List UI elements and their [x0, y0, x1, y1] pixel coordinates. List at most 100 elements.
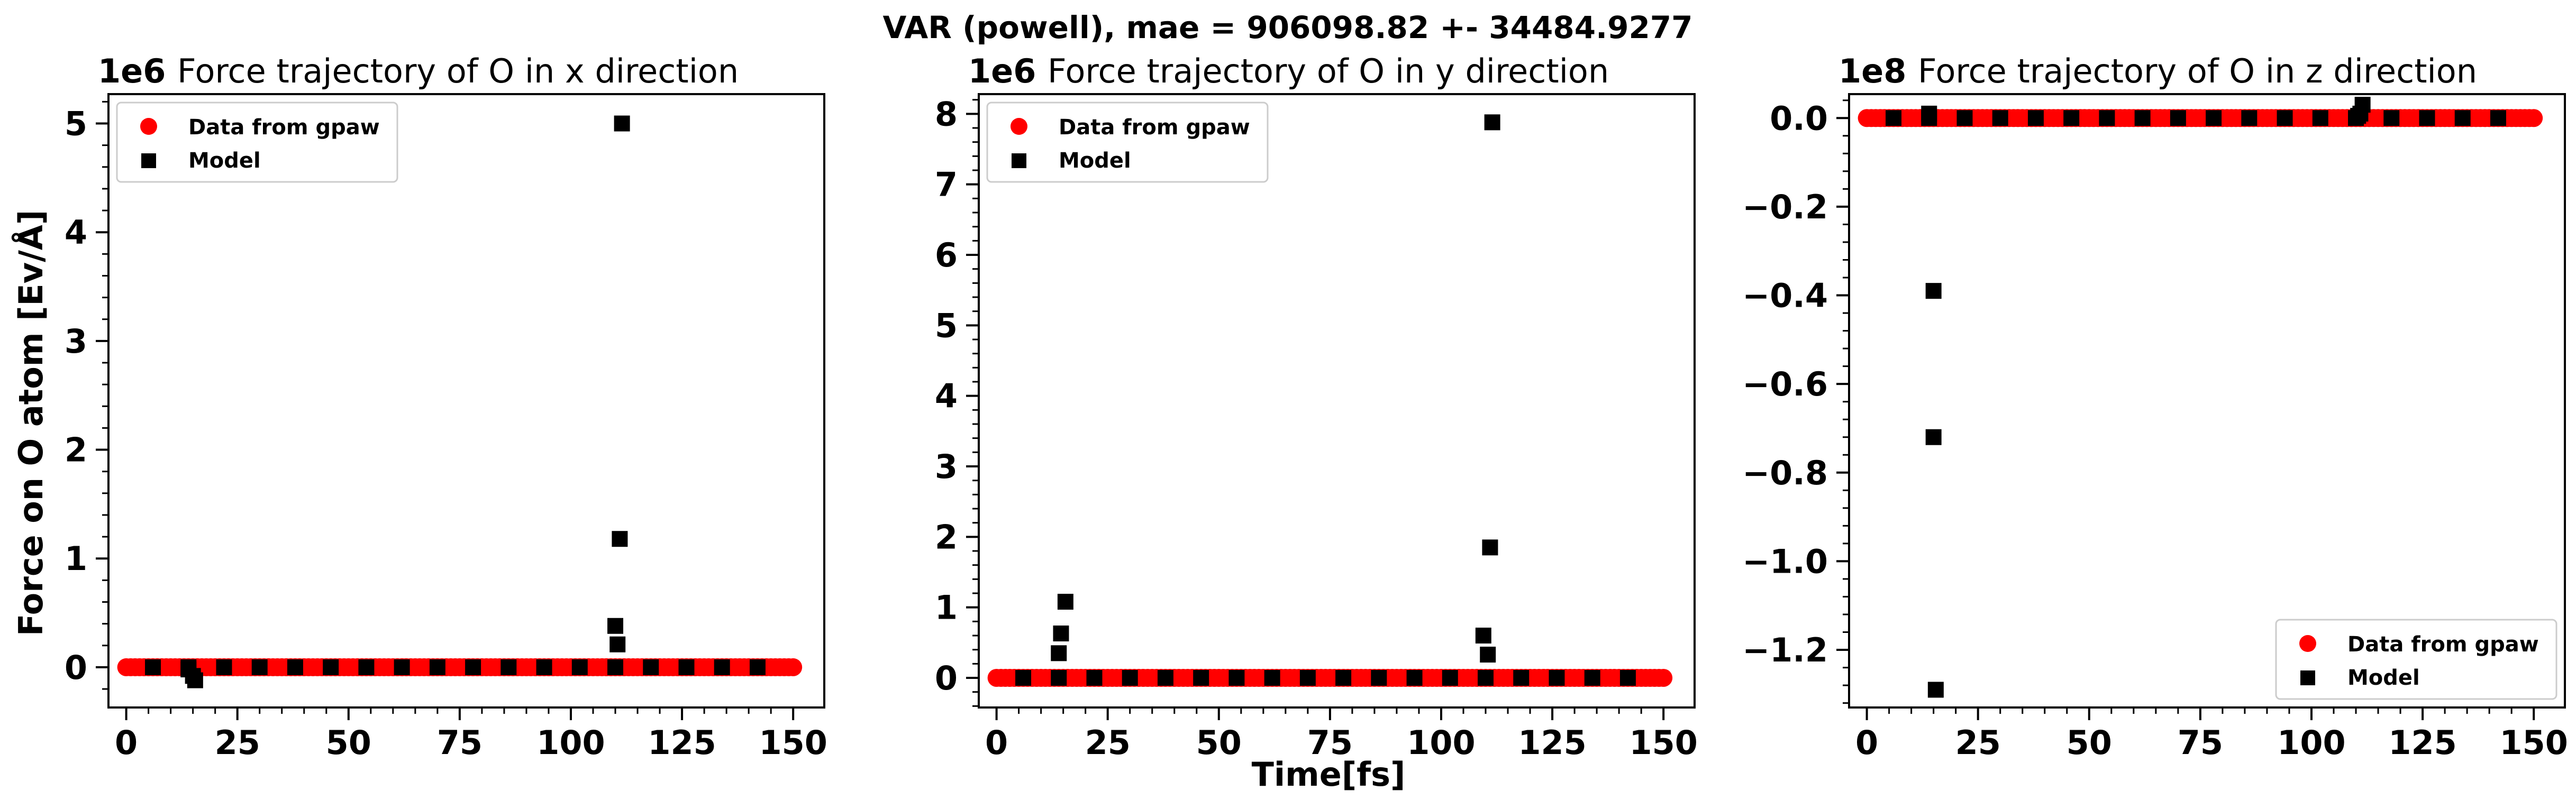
gpaw-point	[2525, 109, 2543, 127]
model-point	[2027, 110, 2044, 126]
y-tick-label: −1.0	[1742, 542, 1828, 581]
legend: Data from gpaw Model	[2275, 619, 2557, 700]
model-point	[1228, 670, 1245, 686]
x-tick-label: 0	[1855, 723, 1878, 762]
model-point	[714, 659, 730, 675]
series-model	[145, 115, 766, 688]
y-tick-label: 0	[935, 659, 958, 697]
legend-box	[2275, 619, 2557, 700]
model-point	[1478, 670, 1494, 686]
model-point	[500, 659, 517, 675]
axes-frame	[107, 93, 825, 709]
axes-frame	[978, 93, 1696, 709]
legend-gpaw-label: Data from gpaw	[2347, 632, 2539, 657]
legend-model-marker	[141, 153, 156, 168]
x-tick-label: 50	[326, 723, 371, 762]
model-point	[2170, 110, 2186, 126]
model-point	[216, 659, 232, 675]
legend-model-marker	[1012, 153, 1026, 168]
legend-gpaw-marker	[2299, 635, 2316, 652]
x-tick-label: 25	[1955, 723, 2001, 762]
model-point	[1484, 114, 1500, 131]
model-point	[1482, 539, 1498, 556]
y-tick-label: 1	[65, 539, 87, 578]
gpaw-point	[784, 658, 803, 676]
y-tick-label: 5	[65, 105, 87, 143]
model-point	[429, 659, 445, 675]
model-point	[1921, 105, 1937, 122]
x-tick-label: 150	[2499, 723, 2568, 762]
model-point	[251, 659, 268, 675]
x-tick-label: 100	[2277, 723, 2345, 762]
subplot-1: Force trajectory of O in x direction 1e6 0…	[65, 52, 827, 762]
y-tick-label: 2	[935, 518, 958, 556]
x-tick-label: 50	[2067, 723, 2112, 762]
x-tick-label: 0	[985, 723, 1008, 762]
x-tick-label: 50	[1196, 723, 1242, 762]
model-point	[1992, 110, 2008, 126]
legend-model-marker	[2300, 670, 2315, 685]
legend-gpaw-label: Data from gpaw	[1059, 115, 1250, 140]
model-point	[187, 672, 203, 688]
y-tick-label: −0.4	[1742, 277, 1828, 315]
model-point	[612, 531, 628, 547]
model-point	[145, 659, 161, 675]
x-tick-label: 75	[1307, 723, 1353, 762]
model-point	[1053, 626, 1069, 641]
x-tick-label: 150	[759, 723, 827, 762]
model-point	[607, 618, 624, 634]
model-point	[1264, 670, 1280, 686]
model-point	[358, 659, 375, 675]
legend-gpaw-label: Data from gpaw	[188, 115, 380, 140]
legend-model-label: Model	[1059, 149, 1131, 173]
legend-box	[116, 102, 398, 183]
subplots: Force trajectory of O in x direction 1e6 0…	[65, 52, 2568, 762]
y-tick-label: 5	[935, 306, 958, 345]
model-point	[1886, 110, 1902, 126]
subplot-title: Force trajectory of O in z direction	[1918, 52, 2477, 90]
x-tick-label: 125	[648, 723, 716, 762]
x-tick-label: 100	[1407, 723, 1475, 762]
y-tick-label: 3	[65, 322, 87, 361]
model-point	[2419, 110, 2435, 126]
figure-title: VAR (powell), mae = 906098.82 +- 34484.9…	[882, 10, 1692, 45]
model-point	[614, 115, 630, 132]
model-point	[465, 659, 481, 675]
model-point	[571, 659, 588, 675]
x-tick-label: 150	[1629, 723, 1697, 762]
y-tick-label: 6	[935, 236, 958, 274]
legend-model-label: Model	[2347, 666, 2420, 690]
legend: Data from gpaw Model	[986, 102, 1269, 183]
x-tick-label: 0	[115, 723, 138, 762]
model-point	[1619, 670, 1636, 686]
subplot-2: Force trajectory of O in y direction 1e6 0…	[935, 52, 1698, 762]
model-point	[1122, 670, 1138, 686]
x-tick-label: 25	[1085, 723, 1131, 762]
subplot-title: Force trajectory of O in y direction	[1048, 52, 1609, 90]
gpaw-point	[1654, 669, 1673, 687]
y-tick-label: 8	[935, 95, 958, 133]
model-point	[2277, 110, 2293, 126]
series-model	[1886, 97, 2506, 698]
y-tick-label: 0.0	[1770, 99, 1828, 137]
model-point	[1193, 670, 1209, 686]
y-tick-label: 7	[935, 166, 958, 204]
axes-frame	[1848, 93, 2566, 709]
model-point	[1956, 110, 1973, 126]
legend-gpaw-marker	[1011, 118, 1027, 135]
y-tick-label: −0.8	[1742, 454, 1828, 492]
subplot-title: Force trajectory of O in x direction	[177, 52, 739, 90]
subplot-3: Force trajectory of O in z direction 1e8 0…	[1742, 52, 2568, 762]
model-point	[1057, 594, 1073, 610]
model-point	[609, 636, 626, 652]
model-point	[749, 659, 766, 675]
model-point	[678, 659, 695, 675]
y-tick-label: 2	[65, 431, 87, 470]
model-point	[1480, 647, 1496, 663]
model-point	[2206, 110, 2222, 126]
model-point	[1335, 670, 1352, 686]
legend-box	[986, 102, 1269, 183]
model-point	[1051, 645, 1067, 661]
x-tick-label: 75	[2178, 723, 2223, 762]
